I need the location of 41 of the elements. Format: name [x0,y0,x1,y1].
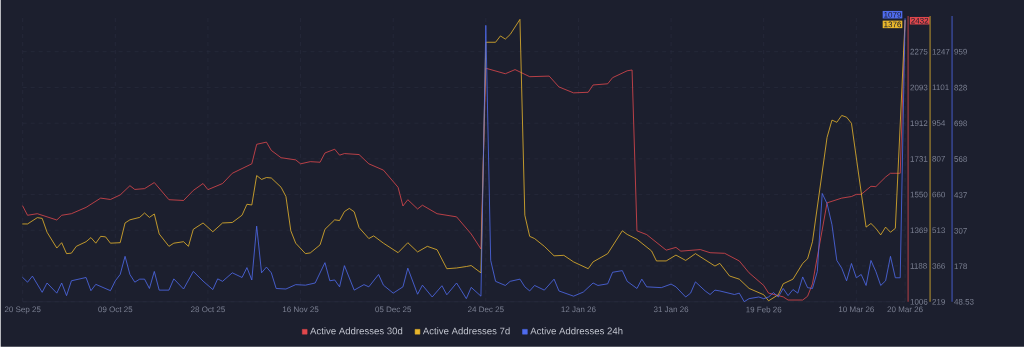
y2-tick-label: 954 [932,120,946,126]
y2-tick-label: 219 [932,299,945,305]
y2-tick-label: 513 [932,227,945,234]
x-tick-label: 20 Sep 25 [4,306,41,314]
y3-tick-label: 48.53 [954,299,974,305]
y-tick-label: 1550 [910,191,928,198]
data-label: 1079 [884,11,902,18]
x-tick-label: 24 Dec 25 [467,306,504,313]
y3-tick-label: 828 [954,84,967,91]
y-tick-label: 2093 [910,84,928,91]
legend-label: Active Addresses 30d [310,327,403,335]
y-tick-label: 2275 [910,48,928,55]
x-tick-label: 20 Mar 26 [887,306,923,313]
x-tick-label: 09 Oct 25 [98,306,133,313]
x-tick-label: 28 Oct 25 [191,306,225,313]
x-tick-label: 10 Mar 26 [838,306,874,313]
y3-tick-label: 437 [954,192,967,199]
y2-tick-label: 1101 [932,84,949,91]
y2-tick-label: 1247 [932,49,950,55]
legend-label: Active Addresses 24h [530,327,623,335]
x-tick-label: 05 Dec 25 [375,306,412,313]
y-tick-label: 1188 [910,263,927,269]
y3-tick-label: 568 [954,156,967,163]
y2-tick-label: 660 [932,191,946,198]
x-tick-label: 19 Feb 26 [746,306,782,313]
y3-tick-label: 698 [954,120,967,127]
x-tick-label: 12 Jan 26 [561,306,596,313]
data-label: 1376 [884,21,902,28]
y2-tick-label: 366 [932,263,945,269]
y-tick-label: 1369 [910,227,928,234]
y3-tick-label: 307 [954,228,967,234]
x-tick-label: 16 Nov 25 [282,306,319,313]
y2-tick-label: 807 [932,156,945,162]
data-label: 2432 [911,18,929,24]
y-tick-label: 1006 [910,299,928,305]
y-tick-label: 1731 [910,156,928,162]
y-tick-label: 1912 [910,120,928,127]
legend-label: Active Addresses 7d [422,327,510,335]
y3-tick-label: 178 [954,263,967,270]
y3-tick-label: 959 [954,48,967,55]
x-tick-label: 31 Jan 26 [653,306,689,313]
